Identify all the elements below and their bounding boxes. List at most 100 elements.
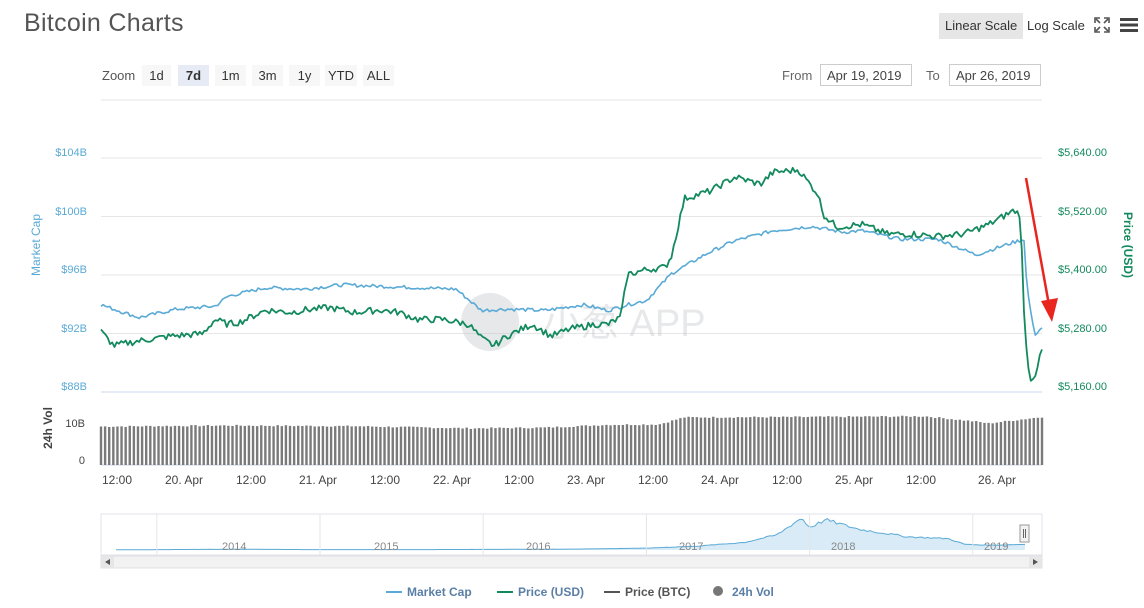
- volume-bar: [403, 426, 407, 465]
- right-axis-tick: $5,280.00: [1058, 323, 1107, 335]
- volume-bar: [917, 416, 920, 465]
- volume-bar: [268, 425, 271, 465]
- volume-bar: [720, 417, 723, 465]
- left-axis-tick: $92B: [61, 323, 87, 335]
- legend-item-price-btc[interactable]: Price (BTC): [625, 585, 690, 599]
- volume-bar: [161, 426, 164, 465]
- zoom-ytd-button[interactable]: YTD: [325, 65, 357, 86]
- zoom-all-button[interactable]: ALL: [363, 65, 394, 86]
- legend-item-market-cap[interactable]: Market Cap: [407, 585, 472, 599]
- volume-bar: [440, 428, 444, 465]
- volume-bar: [140, 426, 144, 465]
- navigator-year-label: 2018: [831, 541, 855, 553]
- volume-bar: [691, 417, 694, 465]
- volume-bar: [518, 427, 522, 465]
- scroll-left-arrow-icon: [105, 559, 110, 565]
- volume-bar: [884, 416, 888, 465]
- red-arrow-annotation: [1024, 177, 1058, 322]
- zoom-3m-button[interactable]: 3m: [252, 65, 283, 86]
- zoom-7d-button[interactable]: 7d: [178, 65, 209, 86]
- volume-bar: [802, 417, 805, 465]
- volume-bar: [202, 425, 205, 465]
- volume-bar: [609, 425, 612, 465]
- volume-bar: [568, 427, 571, 465]
- volume-bar: [395, 427, 399, 465]
- zoom-1m-button[interactable]: 1m: [215, 65, 246, 86]
- volume-bar: [872, 416, 875, 465]
- volume-bar: [514, 427, 518, 465]
- navigator-year-label: 2017: [679, 541, 703, 553]
- volume-bar: [108, 427, 111, 465]
- volume-bar: [399, 426, 403, 465]
- volume-bar: [116, 426, 119, 465]
- menu-icon[interactable]: [1119, 17, 1139, 33]
- navigator-year-label: 2016: [526, 541, 550, 553]
- volume-bar: [181, 426, 185, 465]
- to-date-input[interactable]: Apr 26, 2019: [949, 64, 1041, 86]
- volume-bar: [761, 417, 764, 465]
- volume-bar: [231, 425, 234, 465]
- volume-axis-tick: 10B: [65, 418, 85, 430]
- volume-bar: [1016, 420, 1019, 465]
- volume-bar: [420, 427, 423, 465]
- volume-bar: [860, 416, 863, 465]
- volume-bar: [798, 416, 801, 465]
- from-label: From: [782, 68, 813, 83]
- volume-bar: [391, 427, 394, 465]
- navigator-scrollbar[interactable]: [100, 555, 1043, 569]
- volume-bar: [892, 416, 896, 465]
- log-scale-button[interactable]: Log Scale: [1027, 18, 1085, 33]
- volume-bar: [1007, 420, 1011, 465]
- legend-item-price-usd[interactable]: Price (USD): [518, 585, 584, 599]
- volume-bar: [436, 427, 440, 465]
- volume-bar: [280, 426, 283, 465]
- zoom-1y-button[interactable]: 1y: [289, 65, 320, 86]
- volume-bar: [806, 416, 809, 465]
- volume-bar: [580, 425, 583, 465]
- volume-bar: [613, 424, 616, 465]
- volume-bar: [235, 424, 238, 465]
- volume-bar: [350, 426, 353, 465]
- volume-bar: [132, 426, 136, 465]
- volume-bar: [991, 423, 994, 465]
- zoom-1d-button[interactable]: 1d: [142, 65, 171, 86]
- right-axis-tick: $5,400.00: [1058, 264, 1107, 276]
- from-date-input[interactable]: Apr 19, 2019: [820, 64, 912, 86]
- volume-bar: [527, 428, 530, 465]
- volume-bar: [251, 425, 255, 465]
- volume-bar: [769, 416, 772, 465]
- volume-bar: [938, 417, 941, 465]
- navigator-year-label: 2015: [374, 541, 398, 553]
- volume-bar: [617, 425, 620, 465]
- volume-bar: [309, 425, 312, 465]
- volume-bar: [679, 418, 682, 465]
- volume-bar: [206, 424, 210, 465]
- volume-bar: [901, 415, 904, 465]
- volume-bar: [371, 426, 374, 465]
- volume-bar: [218, 425, 222, 465]
- legend-item-24h-vol[interactable]: 24h Vol: [732, 585, 774, 599]
- volume-bar: [658, 424, 662, 465]
- volume-bar: [338, 425, 341, 465]
- volume-bar: [749, 417, 752, 465]
- volume-bar: [827, 416, 830, 465]
- x-axis-tick: 25. Apr: [835, 473, 873, 487]
- volume-bar: [712, 416, 715, 465]
- volume-bar: [510, 428, 514, 465]
- x-axis-tick: 23. Apr: [567, 473, 605, 487]
- linear-scale-button[interactable]: Linear Scale: [939, 13, 1024, 39]
- navigator[interactable]: [100, 513, 1043, 569]
- navigator-handle[interactable]: [1019, 524, 1030, 543]
- navigator-year-label: 2014: [222, 541, 246, 553]
- volume-bar: [264, 425, 267, 465]
- volume-bar: [375, 426, 378, 465]
- volume-bar: [1024, 419, 1027, 465]
- volume-bar: [695, 417, 699, 465]
- volume-bar: [810, 416, 814, 465]
- volume-bar: [625, 424, 629, 465]
- volume-bar: [247, 425, 251, 465]
- fullscreen-icon[interactable]: [1094, 17, 1110, 33]
- volume-bar: [786, 416, 789, 465]
- volume-bar: [670, 420, 674, 465]
- legend-marker-24h-vol: [713, 586, 723, 596]
